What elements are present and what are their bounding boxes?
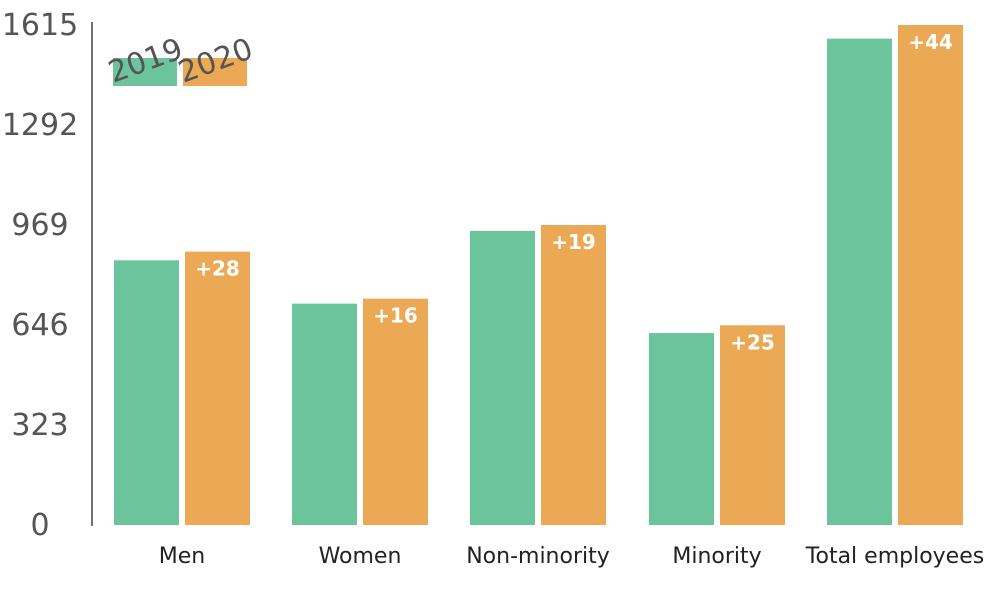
bar-2019-non-minority	[470, 230, 535, 525]
data-label: +25	[730, 330, 775, 354]
bar-2020-total-employees	[898, 25, 963, 525]
data-label: +44	[908, 30, 953, 54]
bar-2019-men	[114, 260, 179, 525]
y-tick-label: 0	[30, 508, 49, 543]
legend-swatch-2019	[113, 58, 177, 86]
data-labels-group: +28 +16 +19 +25 +44	[195, 30, 953, 354]
bar-2020-non-minority	[541, 225, 606, 525]
bar-2020-men	[185, 251, 250, 526]
y-tick-label: 646	[11, 308, 68, 343]
x-tick-label: Women	[319, 544, 402, 569]
x-tick-label: Minority	[672, 544, 761, 569]
data-label: +19	[551, 230, 596, 254]
bar-2019-total-employees	[827, 38, 892, 526]
x-tick-label: Non-minority	[466, 544, 610, 569]
bar-2020-minority	[720, 325, 785, 525]
x-tick-label: Total employees	[805, 544, 984, 569]
y-tick-label: 323	[11, 408, 68, 443]
legend-swatch-2020	[183, 58, 247, 86]
y-tick-label: 1615	[2, 8, 78, 43]
x-axis-ticks: Men Women Non-minority Minority Total employ…	[159, 544, 984, 569]
y-tick-label: 1292	[2, 108, 78, 143]
y-tick-label: 969	[11, 208, 68, 243]
data-label: +16	[373, 304, 418, 328]
bar-2020-women	[363, 298, 428, 525]
data-label: +28	[195, 257, 240, 281]
bar-2019-women	[292, 303, 357, 525]
y-axis-ticks: 0 323 646 969 1292 1615	[2, 8, 78, 543]
bars-group	[114, 25, 963, 526]
bar-2019-minority	[649, 333, 714, 525]
x-tick-label: Men	[159, 544, 205, 569]
